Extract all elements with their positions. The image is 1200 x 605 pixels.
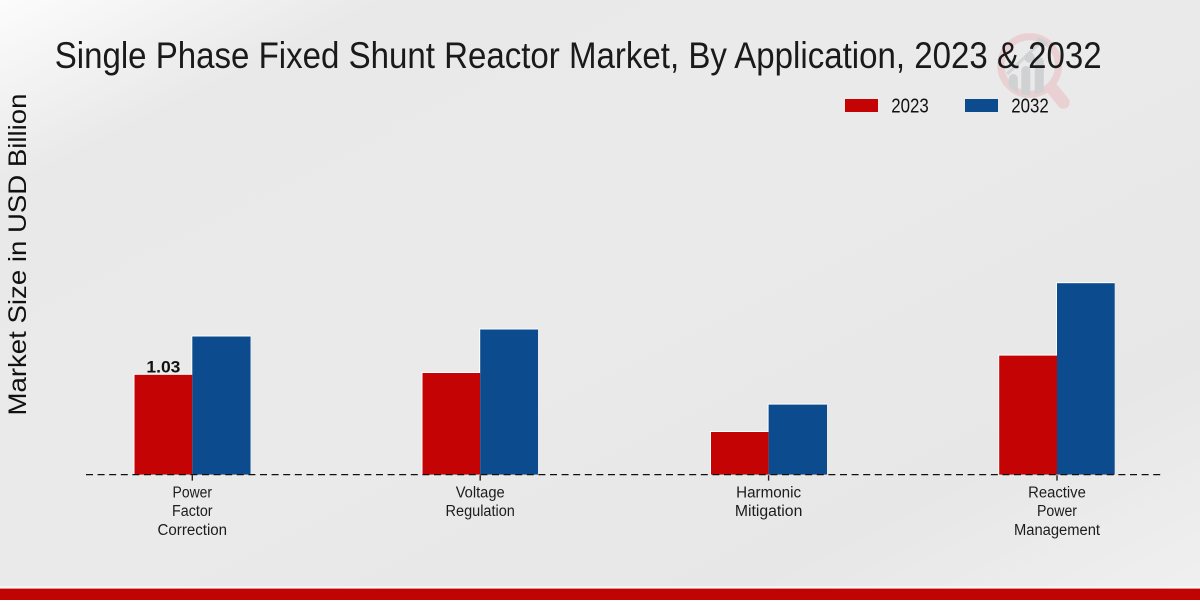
svg-text:Voltage: Voltage — [456, 484, 505, 501]
svg-text:Correction: Correction — [158, 522, 228, 539]
svg-text:Harmonic: Harmonic — [736, 484, 801, 501]
svg-text:Power: Power — [1037, 503, 1077, 520]
svg-text:Power: Power — [173, 484, 213, 501]
svg-text:Factor: Factor — [172, 503, 213, 520]
svg-text:2032: 2032 — [1011, 95, 1049, 117]
svg-text:Management: Management — [1014, 522, 1101, 539]
svg-text:Reactive: Reactive — [1028, 484, 1086, 501]
svg-text:Single Phase Fixed Shunt React: Single Phase Fixed Shunt Reactor Market,… — [55, 35, 1102, 76]
svg-text:Market Size in USD Billion: Market Size in USD Billion — [4, 94, 32, 416]
svg-text:Regulation: Regulation — [446, 503, 515, 520]
svg-text:1.03: 1.03 — [146, 359, 180, 377]
svg-text:Mitigation: Mitigation — [735, 503, 803, 520]
svg-text:2023: 2023 — [891, 95, 929, 117]
